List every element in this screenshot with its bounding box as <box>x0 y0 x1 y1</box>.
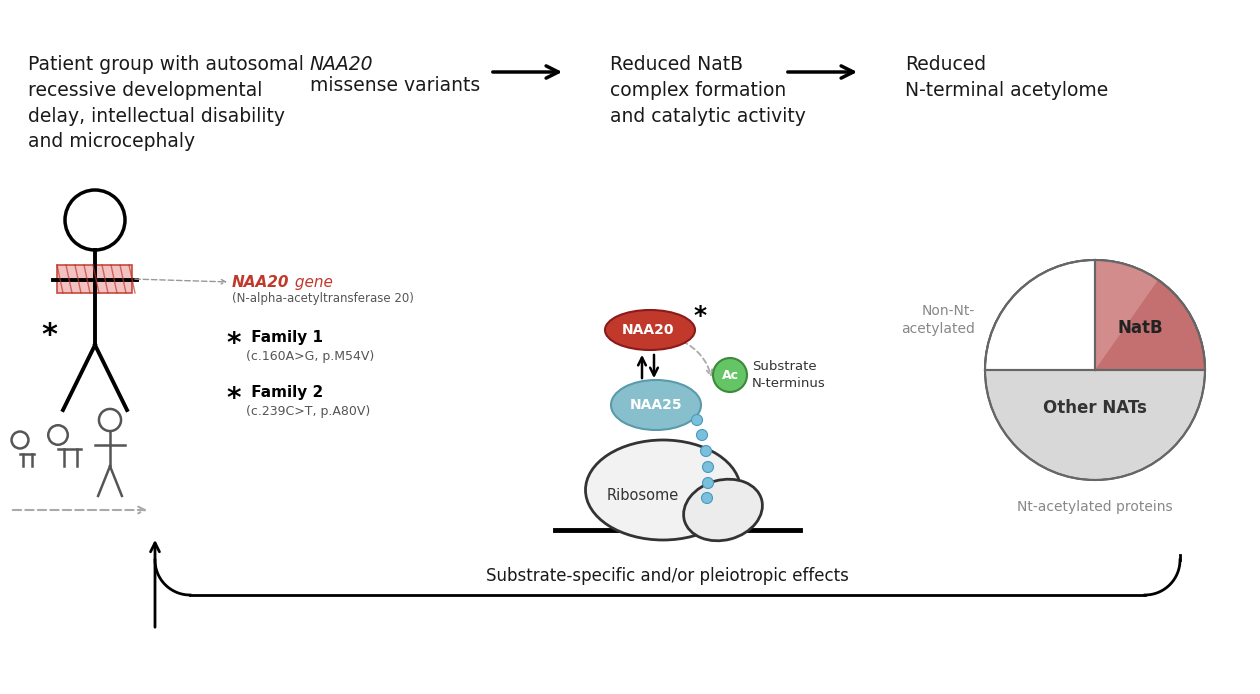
Text: Nt-acetylated proteins: Nt-acetylated proteins <box>1017 500 1173 514</box>
Text: Non-Nt-
acetylated: Non-Nt- acetylated <box>901 304 975 336</box>
Text: Family 1: Family 1 <box>246 330 323 345</box>
Text: NAA20: NAA20 <box>232 275 290 290</box>
Text: Substrate-specific and/or pleiotropic effects: Substrate-specific and/or pleiotropic ef… <box>486 567 849 585</box>
Text: Family 2: Family 2 <box>246 385 324 400</box>
Wedge shape <box>985 260 1095 370</box>
Bar <box>57 265 132 293</box>
Circle shape <box>713 358 747 392</box>
Text: (c.239C>T, p.A80V): (c.239C>T, p.A80V) <box>246 405 370 418</box>
Text: missense variants: missense variants <box>310 76 480 95</box>
Circle shape <box>701 446 712 457</box>
Text: Reduced
N-terminal acetylome: Reduced N-terminal acetylome <box>905 55 1109 100</box>
Text: (c.160A>G, p.M54V): (c.160A>G, p.M54V) <box>246 350 374 363</box>
Ellipse shape <box>611 380 701 430</box>
Text: (N-alpha-acetyltransferase 20): (N-alpha-acetyltransferase 20) <box>232 292 413 305</box>
Text: Other NATs: Other NATs <box>1043 399 1147 417</box>
Circle shape <box>692 414 703 425</box>
Text: *: * <box>226 330 241 358</box>
Circle shape <box>703 462 713 473</box>
Text: NAA20: NAA20 <box>310 55 373 74</box>
Text: NAA20: NAA20 <box>621 323 674 337</box>
Circle shape <box>697 430 708 441</box>
Text: *: * <box>226 385 241 413</box>
Text: Substrate
N-terminus: Substrate N-terminus <box>752 360 825 390</box>
Text: *: * <box>693 304 707 328</box>
Text: Ac: Ac <box>722 369 738 382</box>
Ellipse shape <box>586 440 741 540</box>
Ellipse shape <box>605 310 696 350</box>
Text: Patient group with autosomal
recessive developmental
delay, intellectual disabil: Patient group with autosomal recessive d… <box>28 55 304 151</box>
Text: gene: gene <box>290 275 333 290</box>
Wedge shape <box>1095 260 1158 370</box>
Text: Reduced NatB
complex formation
and catalytic activity: Reduced NatB complex formation and catal… <box>610 55 806 126</box>
Text: *: * <box>42 321 57 350</box>
Circle shape <box>702 493 712 504</box>
Circle shape <box>985 260 1205 480</box>
Circle shape <box>703 477 713 489</box>
Bar <box>57 265 132 293</box>
Ellipse shape <box>684 480 762 541</box>
Text: NAA25: NAA25 <box>630 398 683 412</box>
Text: NatB: NatB <box>1118 319 1163 337</box>
Wedge shape <box>1095 260 1205 370</box>
Text: Ribosome: Ribosome <box>607 487 679 502</box>
